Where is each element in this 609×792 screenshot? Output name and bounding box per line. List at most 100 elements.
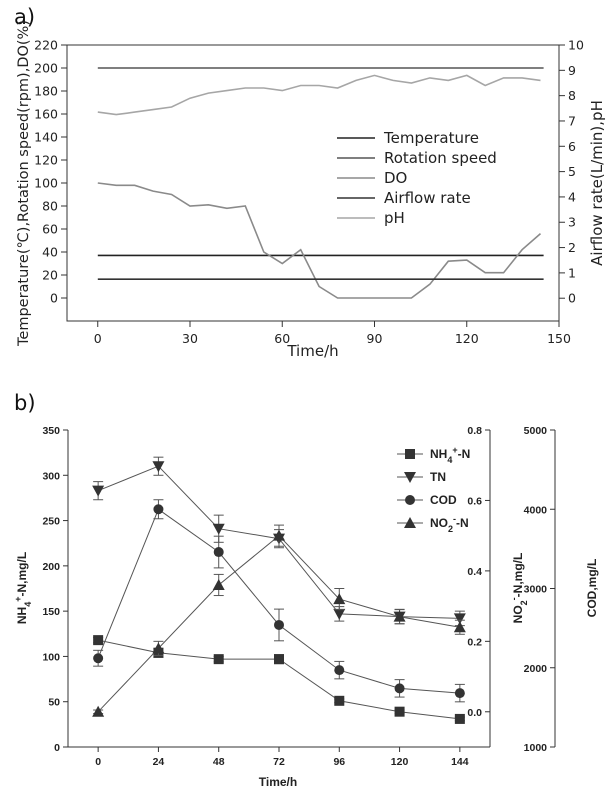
x-tick-label: 120 [455, 331, 479, 346]
left-tick-label: 40 [42, 245, 58, 260]
series-do-line [97, 182, 542, 299]
chart-b-right2-axis-label: COD,mg/L [585, 559, 599, 618]
left-tick-label: 60 [42, 222, 58, 237]
right-tick-label: 5 [568, 164, 576, 179]
x-tick-label: 120 [391, 756, 409, 768]
legend-marker-cod [405, 495, 415, 505]
x-tick-label: 90 [367, 331, 383, 346]
chart-b-series [92, 456, 466, 724]
series-tn-point [152, 461, 165, 473]
left-tick-label: 200 [34, 61, 58, 76]
series-cod-point [153, 504, 164, 515]
legend-label-no2-n: NO2--N [430, 514, 469, 534]
x-tick-label: 96 [333, 756, 345, 768]
x-tick-label: 30 [182, 331, 198, 346]
panel-b-label: b) [14, 391, 36, 415]
series-no2-n-point [152, 642, 165, 654]
right-tick-label: 2 [568, 240, 576, 255]
series-nh4-n-point [334, 695, 345, 706]
right2-tick-label: 4000 [524, 504, 548, 516]
right1-tick-label: 0.2 [467, 636, 482, 648]
series-nh4-n-point [394, 706, 405, 717]
left-tick-label: 350 [42, 425, 60, 437]
series-nh4-n-point [93, 635, 104, 646]
chart-a: 0 30 60 90 120 150 02040608010012014016018020… [16, 20, 606, 360]
legend-marker-no2-n [404, 517, 416, 528]
left-tick-label: 0 [54, 742, 60, 754]
legend-label-temperature: Temperature [383, 129, 479, 147]
chart-a-x-axis-label: Time/h [286, 342, 338, 360]
right1-tick-label: 0.0 [467, 707, 482, 719]
right-tick-label: 0 [568, 291, 576, 306]
right-tick-label: 10 [568, 38, 584, 53]
chart-b-left-axis-label: NH4+-N,mg/L [13, 552, 33, 624]
x-tick-label: 0 [95, 756, 101, 768]
series-no2-n-point [453, 621, 466, 633]
left-tick-label: 0 [50, 291, 58, 306]
legend-label-do: DO [384, 169, 407, 187]
chart-a-left-axis-label: Temperature(℃),Rotation speed(rpm),DO(%) [16, 20, 32, 347]
legend-label-airflow-rate: Airflow rate [384, 189, 471, 207]
series-cod-point [454, 688, 465, 699]
series-cod-point [394, 683, 405, 694]
right2-tick-label: 5000 [524, 425, 548, 437]
legend-label-tn: TN [430, 470, 446, 484]
series-tn-point [453, 613, 466, 625]
right2-tick-label: 2000 [524, 663, 548, 675]
left-tick-label: 200 [42, 561, 60, 573]
series-cod-point [274, 619, 284, 630]
series-nh4-n-point [213, 654, 224, 665]
series-nh4-n-point [454, 713, 465, 724]
series-cod-point [334, 665, 345, 676]
chart-b-x-ticks: 0 24 48 72 96 120 144 [95, 747, 469, 768]
right2-tick-label: 1000 [524, 742, 548, 754]
x-tick-label: 144 [451, 756, 469, 768]
series-no2-n-point [212, 578, 225, 590]
right1-tick-label: 0.6 [467, 495, 482, 507]
left-tick-label: 250 [42, 516, 60, 528]
x-tick-label: 0 [94, 331, 102, 346]
right2-tick-label: 3000 [524, 584, 548, 596]
series-tn-point [92, 485, 105, 497]
chart-a-x-ticks: 0 30 60 90 120 150 [94, 321, 571, 346]
legend-label-nh4-n: NH4+-N [430, 445, 470, 465]
x-tick-label: 48 [213, 756, 225, 768]
x-tick-label: 150 [547, 331, 571, 346]
chart-b: 0 24 48 72 96 120 144 0 50 100 150 200 250 300 350 0.… [13, 425, 599, 789]
series-nh4-n-point [274, 654, 284, 665]
legend-label-ph: pH [384, 209, 405, 227]
right-tick-label: 1 [568, 265, 576, 280]
x-tick-label: 72 [273, 756, 285, 768]
series-no2-n-point [273, 529, 285, 541]
legend-label-rotation-speed: Rotation speed [384, 149, 497, 167]
chart-a-right-ticks: 0 1 2 3 4 5 6 7 8 9 10 [559, 38, 584, 306]
series-no2-n-point [333, 593, 346, 605]
chart-b-left-ticks: 0 50 100 150 200 250 300 350 [42, 425, 68, 754]
left-tick-label: 300 [42, 470, 60, 482]
left-tick-label: 220 [34, 38, 58, 53]
series-tn-point [333, 608, 346, 620]
legend-marker-nh4-n [405, 449, 415, 459]
legend-label-cod: COD [430, 493, 457, 507]
series-tn-point [212, 523, 225, 535]
series-cod-point [93, 653, 104, 664]
left-tick-label: 80 [42, 199, 58, 214]
x-tick-label: 24 [153, 756, 165, 768]
right1-tick-label: 0.8 [467, 425, 482, 437]
chart-b-x-axis-label: Time/h [259, 775, 297, 789]
left-tick-label: 180 [34, 84, 58, 99]
left-tick-label: 100 [42, 651, 60, 663]
left-tick-label: 100 [34, 176, 58, 191]
left-tick-label: 120 [34, 153, 58, 168]
x-tick-label: 60 [274, 331, 290, 346]
right-tick-label: 4 [568, 189, 576, 204]
right-tick-label: 6 [568, 139, 576, 154]
chart-a-left-ticks: 0 20 40 60 80 100 120 140 160 180 200 220 [34, 38, 67, 306]
chart-b-right1-axis-label: NO2--N,mg/L [509, 553, 529, 624]
series-cod-point [213, 547, 224, 558]
series-nh4-n-line [97, 639, 460, 720]
chart-b-right2-ticks: 1000 2000 3000 4000 5000 [524, 425, 555, 754]
left-tick-label: 50 [48, 697, 60, 709]
right-tick-label: 3 [568, 215, 576, 230]
series-no2-n-point [393, 610, 406, 622]
